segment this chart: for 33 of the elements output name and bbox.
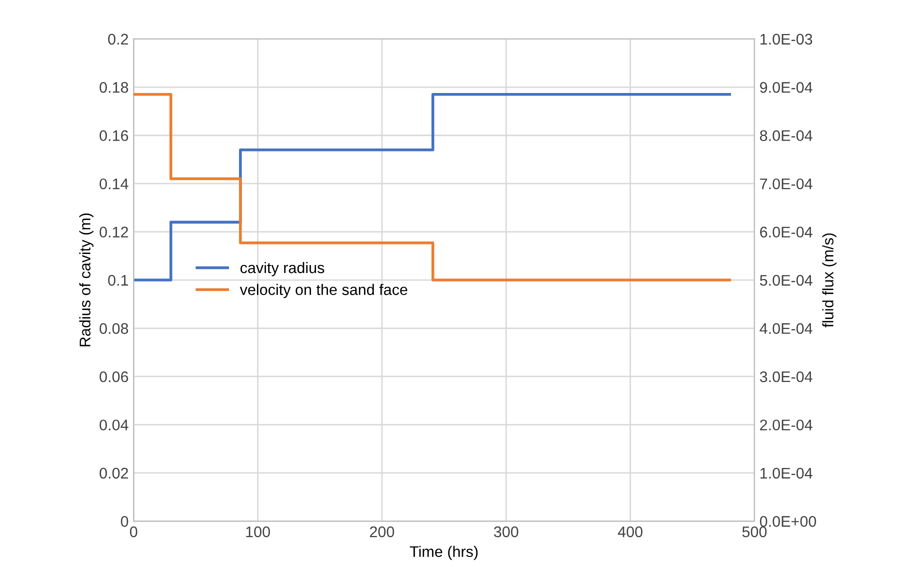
x-axis-title: Time (hrs)	[410, 546, 478, 560]
y-tick-label: 0.18	[100, 82, 128, 93]
y2-axis-title: fluid flux (m/s)	[822, 233, 836, 328]
y-tick-label: 0.2	[108, 34, 128, 45]
x-tick-label: 200	[370, 526, 394, 538]
y2-tick-label: 7.0E-04	[760, 178, 812, 190]
x-tick-label: 400	[618, 526, 642, 538]
y-tick-label: 0.16	[100, 130, 128, 142]
x-tick-label: 300	[494, 526, 518, 538]
y-axis-title: Radius of cavity (m)	[79, 213, 94, 346]
legend-label: cavity radius	[240, 262, 324, 276]
y2-tick-label: 4.0E-04	[760, 323, 812, 334]
y-tick-label: 0.1	[108, 274, 128, 286]
x-tick-label: 0	[130, 526, 138, 538]
y-tick-label: 0.02	[100, 468, 128, 479]
y2-tick-label: 8.0E-04	[760, 130, 812, 142]
y2-tick-label: 3.0E-04	[760, 371, 812, 382]
x-tick-label: 100	[246, 526, 270, 538]
y2-tick-label: 2.0E-04	[760, 420, 812, 430]
y2-tick-label: 6.0E-04	[760, 226, 812, 238]
x-tick-label: 500	[742, 526, 767, 538]
y-tick-label: 0.06	[100, 371, 128, 382]
y2-tick-label: 1.0E-04	[760, 468, 812, 479]
y-tick-label: 0.12	[100, 226, 128, 238]
y2-tick-label: 5.0E-04	[760, 274, 812, 286]
y-tick-label: 0.14	[100, 178, 128, 190]
legend-label: velocity on the sand face	[240, 284, 408, 298]
y2-tick-label: 0.0E+00	[760, 516, 816, 527]
y2-tick-label: 1.0E-03	[760, 34, 812, 45]
y2-tick-label: 9.0E-04	[760, 82, 812, 93]
y-tick-label: 0.04	[100, 420, 128, 430]
y-tick-label: 0	[120, 516, 128, 527]
y-tick-label: 0.08	[100, 323, 128, 334]
